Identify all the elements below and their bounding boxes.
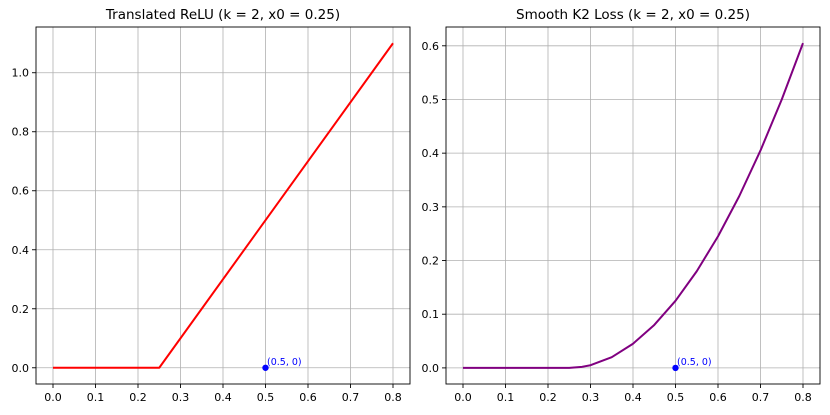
left-subplot: 0.0 0.1 0.2 0.3 0.4 0.5 0.6 0.7 0.8 0.0 0.2 0.4 0.6 0… [12,7,411,404]
right-subplot: 0.0 0.1 0.2 0.3 0.4 0.5 0.6 0.7 0.8 0.0 0.1 0.2 0.3 0… [422,7,821,404]
y-tick-label: 0.4 [12,244,30,257]
x-tick-label: 0.3 [582,391,600,404]
chart-title: Smooth K2 Loss (k = 2, x0 = 0.25) [516,7,750,23]
x-tick-label: 0.0 [454,391,472,404]
x-tick-label: 0.7 [752,391,770,404]
x-tick-label: 0.8 [794,391,812,404]
y-tick-label: 0.3 [422,201,440,214]
x-tick-label: 0.1 [87,391,105,404]
y-tick-label: 0.1 [422,308,440,321]
x-tick-label: 0.6 [709,391,727,404]
x-tick-label: 0.8 [384,391,402,404]
y-tick-label: 0.0 [422,362,440,375]
highlight-point [262,364,269,371]
highlight-point [672,364,679,372]
x-tick-label: 0.0 [44,391,62,404]
series-line [463,42,804,369]
x-tick-label: 0.7 [342,391,360,404]
y-tick-label: 0.2 [422,255,440,268]
x-tick-label: 0.2 [129,391,147,404]
y-tick-label: 0.4 [422,147,440,160]
y-tick-label: 0.5 [422,93,440,106]
x-tick-label: 0.4 [214,391,232,404]
y-tick-label: 1.0 [12,67,30,80]
x-tick-label: 0.5 [257,391,275,404]
x-tick-label: 0.3 [172,391,190,404]
x-tick-label: 0.5 [667,391,685,404]
y-tick-label: 0.2 [12,303,30,316]
series-line [53,42,394,369]
x-tick-label: 0.1 [497,391,515,404]
chart-title: Translated ReLU (k = 2, x0 = 0.25) [105,7,340,23]
x-tick-label: 0.4 [624,391,642,404]
y-tick-label: 0.0 [12,362,30,375]
point-annotation: (0.5, 0) [267,357,302,368]
y-tick-label: 0.6 [12,185,30,198]
point-annotation: (0.5, 0) [677,357,712,368]
axes-frame [35,26,411,385]
y-tick-label: 0.6 [422,40,440,53]
x-tick-label: 0.2 [539,391,557,404]
x-tick-label: 0.6 [299,391,317,404]
y-tick-label: 0.8 [12,126,30,139]
axes-frame [445,26,821,385]
